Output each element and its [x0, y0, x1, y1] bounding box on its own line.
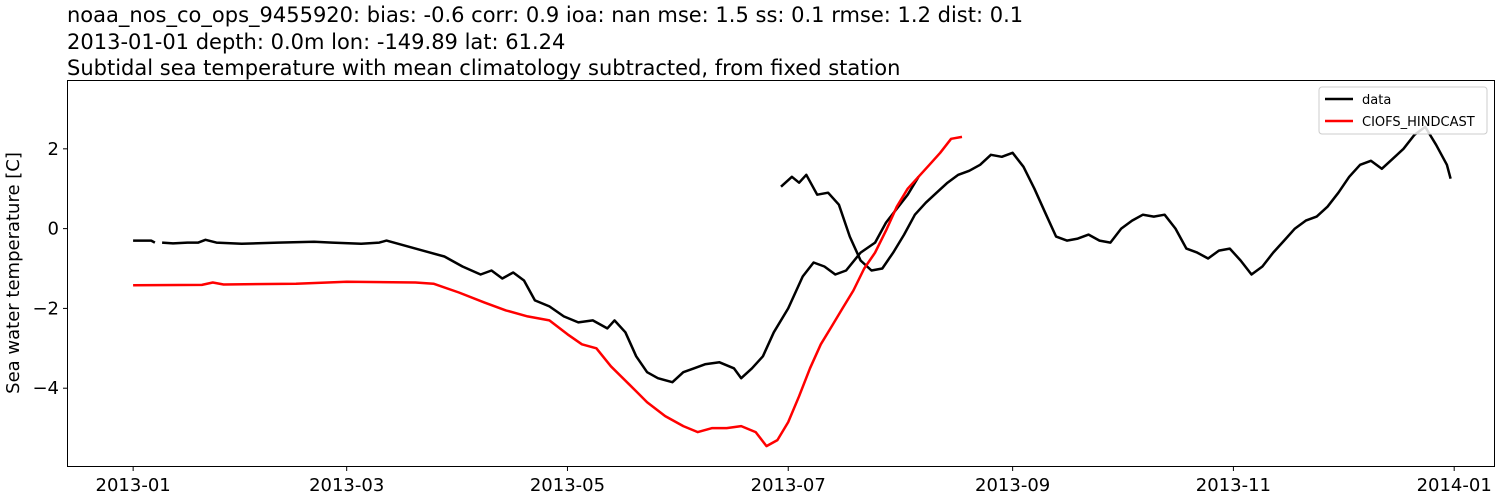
- x-tick-label: 2013-01: [96, 475, 171, 496]
- y-axis: −4 −2 0 2: [32, 139, 68, 399]
- x-tick-label: 2014-01: [1417, 475, 1492, 496]
- y-tick-label: 2: [48, 139, 59, 160]
- y-axis-label: Sea water temperature [C]: [3, 152, 24, 394]
- series-line-data-0: [133, 239, 156, 244]
- axes-frame: [67, 80, 1495, 467]
- x-tick-label: 2013-05: [530, 475, 605, 496]
- y-tick-label: −2: [32, 298, 59, 319]
- series-line-data-2: [780, 125, 1452, 276]
- series-line-data-1: [162, 176, 920, 384]
- legend: data CIOFS_HINDCAST: [1318, 86, 1488, 135]
- x-axis: 2013-01 2013-03 2013-05 2013-07 2013-09 2013-…: [96, 466, 1492, 496]
- y-tick-label: 0: [48, 219, 59, 240]
- legend-box: [1318, 86, 1488, 135]
- y-tick-label: −4: [32, 378, 59, 399]
- series-line-ciofs-hindcast-0: [133, 135, 963, 448]
- chart-title-line-3: Subtidal sea temperature with mean clima…: [67, 56, 901, 80]
- chart-title-line-2: 2013-01-01 depth: 0.0m lon: -149.89 lat:…: [67, 30, 566, 54]
- plot-area: [133, 125, 1452, 448]
- x-tick-label: 2013-11: [1196, 475, 1271, 496]
- x-tick-label: 2013-09: [975, 475, 1050, 496]
- chart-title-line-1: noaa_nos_co_ops_9455920: bias: -0.6 corr…: [67, 3, 1024, 27]
- legend-label-ciofs-hindcast: CIOFS_HINDCAST: [1362, 115, 1475, 130]
- x-tick-label: 2013-07: [751, 475, 826, 496]
- x-tick-label: 2013-03: [309, 475, 384, 496]
- legend-label-data: data: [1362, 93, 1391, 108]
